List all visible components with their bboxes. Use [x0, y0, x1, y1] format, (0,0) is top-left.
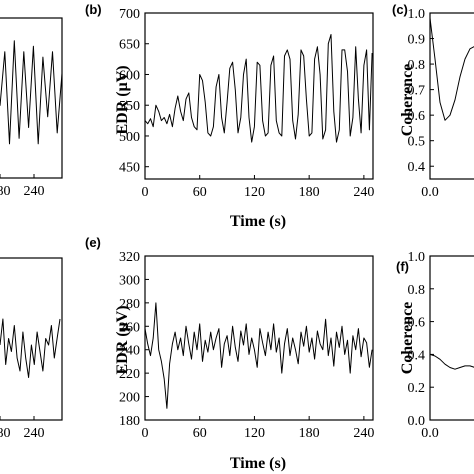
panel-e-frame	[144, 255, 374, 421]
panel-c-y-axis-title: Coherence	[399, 64, 416, 137]
panel-b-x-tick-label: 240	[353, 185, 374, 200]
panel-f-x-tick-label: 0.0	[421, 426, 439, 441]
panel-b-y-tick-label: 550	[119, 99, 140, 114]
panel-a-x-tick-label: 180	[0, 184, 11, 199]
panel-d-frame	[0, 257, 63, 421]
panel-f-y-tick-label: 1.0	[408, 250, 426, 265]
panel-c-y-tick-label: 1.0	[408, 7, 426, 22]
panel-b-x-axis-title: Time (s)	[230, 213, 286, 230]
panel-f-series-line	[429, 353, 474, 370]
panel-c-y-tick-label: 0.8	[408, 58, 426, 73]
panel-b-frame	[144, 12, 374, 180]
panel-label-b: (b)	[85, 2, 102, 17]
panel-c-y-tick-label: 0.7	[408, 84, 426, 99]
panel-a-frame	[0, 17, 63, 179]
panel-f-y-tick-label: 0.4	[408, 348, 426, 363]
panel-e-y-tick-label: 180	[119, 414, 140, 429]
panel-c-x-tick-label: 0.0	[421, 185, 439, 200]
panel-e-x-tick-label: 180	[299, 426, 320, 441]
panel-e-y-tick-label: 220	[119, 367, 140, 382]
panel-b-x-tick-label: 60	[193, 185, 207, 200]
panel-b-y-tick-label: 500	[119, 130, 140, 145]
panel-e-series-line	[144, 302, 373, 409]
panel-e-x-tick-label: 240	[353, 426, 374, 441]
panel-b-y-tick-label: 450	[119, 161, 140, 176]
panel-d-x-tick-label: 240	[24, 426, 45, 441]
panel-e-y-tick-label: 320	[119, 250, 140, 265]
panel-c-y-tick-label: 0.6	[408, 109, 426, 124]
panel-c-series-line	[429, 18, 474, 121]
panel-a-series-line	[0, 40, 63, 145]
panel-e-y-tick-label: 240	[119, 344, 140, 359]
panel-e-x-tick-label: 0	[142, 426, 149, 441]
panel-e-x-tick-label: 120	[244, 426, 265, 441]
panel-e-x-tick-label: 60	[193, 426, 207, 441]
panel-c-y-tick-label: 0.9	[408, 33, 426, 48]
panel-c-y-tick-label: 0.5	[408, 135, 426, 150]
panel-e-y-tick-label: 280	[119, 297, 140, 312]
plots-layer: 1802404505005506006507000601201802400.40…	[0, 7, 474, 441]
panel-f-y-axis-title: Coherence	[399, 302, 416, 375]
panel-b-x-tick-label: 0	[142, 185, 149, 200]
panel-e-x-axis-title: Time (s)	[230, 455, 286, 472]
panel-f-y-tick-label: 0.0	[408, 414, 426, 429]
panel-e-y-tick-label: 200	[119, 391, 140, 406]
panel-d-series-line	[0, 318, 61, 378]
panel-a-x-tick-label: 240	[24, 184, 45, 199]
panel-b-y-axis-title: EDR (μV)	[114, 65, 131, 134]
panel-label-c: (c)	[392, 2, 408, 17]
panel-label-e: (e)	[85, 235, 101, 250]
panel-label-f: (f)	[396, 259, 409, 274]
panel-e-y-tick-label: 300	[119, 273, 140, 288]
panel-c-y-tick-label: 0.4	[408, 160, 426, 175]
panel-f-frame	[429, 255, 474, 421]
panel-e-y-axis-title: EDR (μV)	[114, 305, 131, 374]
panel-f-y-tick-label: 0.8	[408, 283, 426, 298]
panel-b-y-tick-label: 650	[119, 38, 140, 53]
panel-b-x-tick-label: 180	[299, 185, 320, 200]
panel-f-y-tick-label: 0.6	[408, 316, 426, 331]
panel-b-series-line	[144, 34, 373, 143]
panel-b-x-tick-label: 120	[244, 185, 265, 200]
panel-b-y-tick-label: 700	[119, 7, 140, 22]
panel-c-frame	[429, 12, 474, 180]
panel-e-y-tick-label: 260	[119, 320, 140, 335]
panel-d-x-tick-label: 180	[0, 426, 11, 441]
panel-f-y-tick-label: 0.2	[408, 381, 426, 396]
panel-b-y-tick-label: 600	[119, 68, 140, 83]
